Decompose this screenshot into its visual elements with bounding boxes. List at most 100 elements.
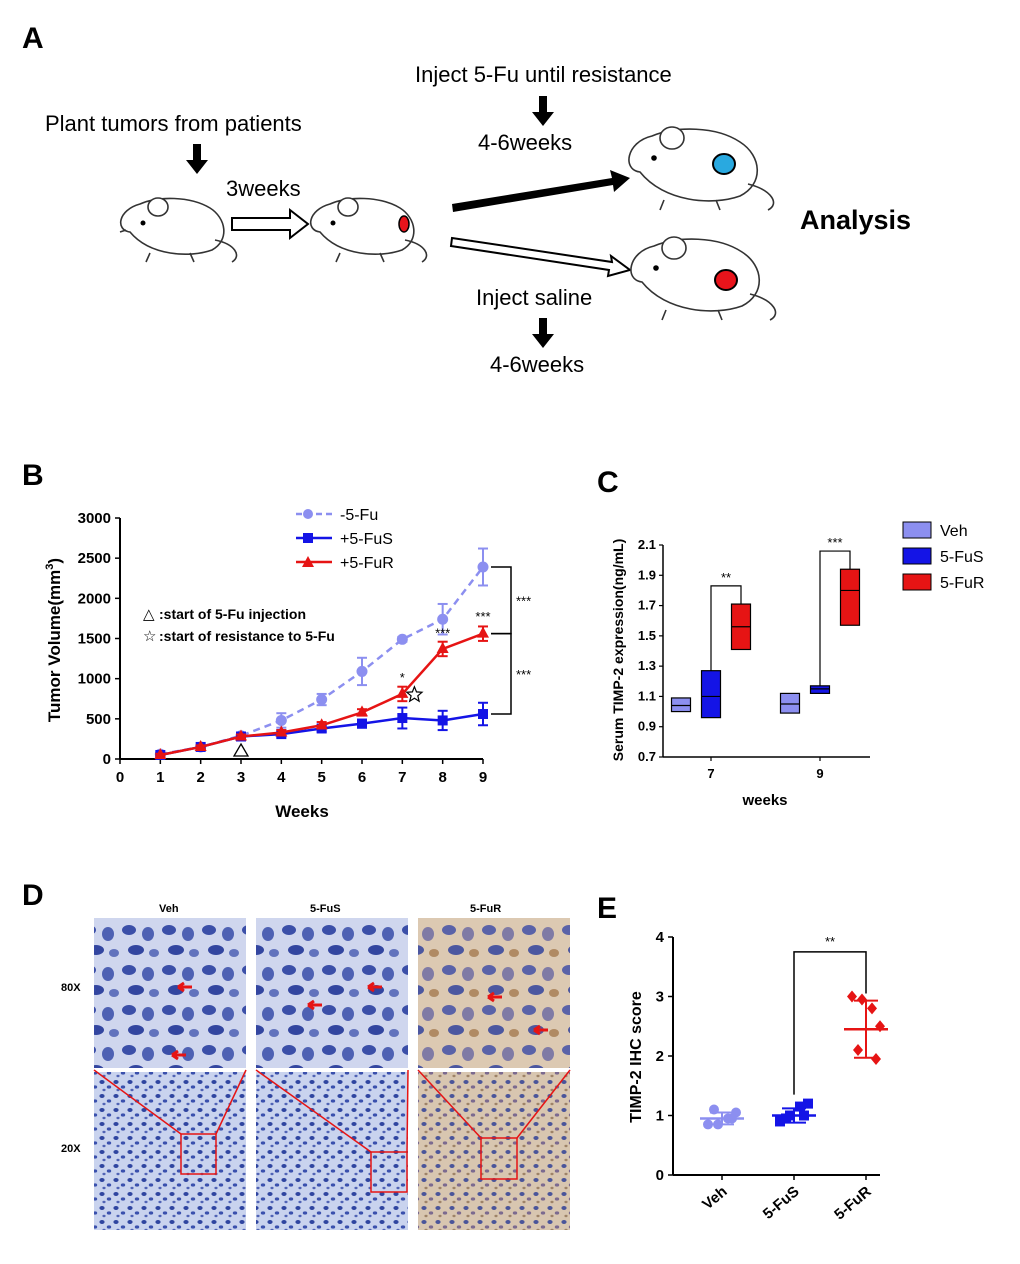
legend-b-series-1: -5-Fu xyxy=(340,507,378,524)
zoom-indicators xyxy=(93,1069,571,1193)
chart-c-y-tick-label: 0.7 xyxy=(638,749,656,764)
note-triangle-text: :start of 5-Fu injection xyxy=(159,606,306,622)
note-star-symbol: ☆ xyxy=(143,627,156,645)
chart-e-point xyxy=(847,990,857,1003)
chart-c-bracket xyxy=(710,585,742,671)
panel-d: D Veh 5-FuS 5-FuR 80X 20X xyxy=(22,879,571,1230)
chart-b-ylabel: Tumor Volume(mm3) xyxy=(44,558,64,722)
chart-b-point xyxy=(477,626,489,638)
chart-b-legend: -5-Fu +5-FuS +5-FuR xyxy=(296,507,394,572)
arrow-5fur-2-icon xyxy=(533,1024,548,1036)
tumor-resistant-icon xyxy=(712,153,736,175)
micro-veh-20x-image xyxy=(94,1072,246,1230)
chart-e-point xyxy=(857,993,867,1006)
chart-c-y-tick-label: 0.9 xyxy=(638,719,656,734)
chart-c-x-tick-label: 9 xyxy=(816,766,823,781)
chart-b-x-tick-label: 0 xyxy=(116,769,124,786)
chart-b-annotation: *** xyxy=(475,609,490,624)
chart-b-x-tick-label: 3 xyxy=(237,769,245,786)
panel-label-c: C xyxy=(597,466,619,499)
mouse-4-icon xyxy=(630,236,777,321)
panel-a: A Plant tumors from patients 3weeks xyxy=(22,22,911,377)
arrow-to-saline-icon xyxy=(449,236,633,278)
chart-b-x-tick-label: 7 xyxy=(398,769,406,786)
chart-b-point xyxy=(275,725,288,737)
chart-b-x-tick-label: 2 xyxy=(196,769,204,786)
chart-e-point xyxy=(853,1044,863,1057)
chart-b-bracket xyxy=(491,566,512,635)
chart-e-y-tick-label: 1 xyxy=(656,1108,664,1125)
chart-e-y-tick-label: 3 xyxy=(656,989,664,1006)
micro-veh-80x-image xyxy=(94,918,246,1068)
tumor-initial-icon xyxy=(398,215,410,233)
chart-c-y-tick-label: 1.3 xyxy=(638,658,656,673)
chart-b-y-tick-label: 1500 xyxy=(78,631,111,648)
chart-c-legend: Veh 5-FuS 5-FuR xyxy=(902,521,984,592)
panel-b: B 0 1 2 3 4 5 6 7 8 9050010001500200025003000****… xyxy=(22,459,531,821)
legend-c-5fus: 5-FuS xyxy=(940,549,984,566)
injection-start-triangle-icon xyxy=(232,742,250,757)
tumor-saline-icon xyxy=(714,269,738,291)
note-triangle-symbol: △ xyxy=(143,605,155,623)
chart-e-y-tick-label: 0 xyxy=(656,1167,664,1184)
chart-e-bracket xyxy=(793,951,867,1095)
chart-b-annotation: * xyxy=(400,670,405,685)
analysis-text: Analysis xyxy=(800,205,911,235)
chart-b-point xyxy=(357,718,367,729)
chart-b-bracket xyxy=(491,632,512,715)
chart-b-point xyxy=(316,694,328,706)
chart-c-y-tick-label: 1.1 xyxy=(638,688,656,703)
legend-b-series-3: +5-FuR xyxy=(340,555,394,572)
arrow-veh-2-icon xyxy=(171,1049,186,1061)
micro-5fus-20x-image xyxy=(256,1072,408,1230)
chart-b-notes: △ :start of 5-Fu injection ☆ :start of r… xyxy=(143,605,335,645)
chart-b-point xyxy=(194,739,207,751)
chart-b-ylabel-main: Tumor Volume(mm xyxy=(45,570,64,722)
panel-e: E 0 1 2 3 4 Veh 5-FuS 5-FuR ** TIMP-2 IHC score xyxy=(597,892,888,1223)
chart-b-x-tick-label: 1 xyxy=(156,769,164,786)
chart-e-point xyxy=(703,1119,713,1130)
chart-b-point xyxy=(356,705,368,717)
legend-b-series-2: +5-FuS xyxy=(340,531,393,548)
chart-b-y-tick-label: 0 xyxy=(103,751,111,768)
down-arrow-2-icon xyxy=(532,96,554,126)
chart-b-point xyxy=(154,747,167,759)
micro-row-20x: 20X xyxy=(61,1143,81,1155)
panel-label-a: A xyxy=(22,22,44,55)
inject-saline-text: Inject saline xyxy=(476,285,592,310)
chart-e-significance: ** xyxy=(825,934,835,949)
chart-b-point xyxy=(478,709,488,720)
serum-timp2-chart: 0.7 0.9 1.1 1.3 1.5 1.7 1.9 2.1 7 ** 9 *** xyxy=(638,535,870,781)
weeks-bottom-text: 4-6weeks xyxy=(490,352,584,377)
chart-b-bracket-label: *** xyxy=(516,667,531,682)
chart-b-x-tick-label: 9 xyxy=(479,769,487,786)
chart-b-x-tick-label: 8 xyxy=(438,769,446,786)
chart-c-box xyxy=(670,697,692,713)
arrow-veh-1-icon xyxy=(177,981,192,993)
chart-b-point xyxy=(396,686,409,698)
mouse-3-icon xyxy=(628,126,775,211)
chart-e-ylabel: TIMP-2 IHC score xyxy=(628,991,645,1123)
chart-e-point xyxy=(803,1098,813,1109)
chart-e-x-tick-label: 5-FuS xyxy=(760,1183,803,1223)
chart-b-y-tick-label: 2000 xyxy=(78,590,111,607)
chart-b-y-tick-label: 1000 xyxy=(78,671,111,688)
chart-e-point xyxy=(867,1002,877,1015)
micro-col-veh: Veh xyxy=(159,903,179,915)
chart-c-y-tick-label: 2.1 xyxy=(638,537,656,552)
chart-b-y-tick-label: 500 xyxy=(86,711,111,728)
micro-row-80x: 80X xyxy=(61,982,81,994)
chart-c-box xyxy=(839,568,861,626)
chart-e-y-tick-label: 4 xyxy=(656,929,665,946)
chart-e-y-tick-label: 2 xyxy=(656,1048,664,1065)
chart-c-box xyxy=(779,692,801,714)
panel-label-d: D xyxy=(22,879,44,912)
chart-b-xlabel: Weeks xyxy=(275,802,329,821)
chart-b-y-tick-label: 3000 xyxy=(78,510,111,527)
weeks-top-text: 4-6weeks xyxy=(478,130,572,155)
three-weeks-text: 3weeks xyxy=(226,176,301,201)
chart-e-point xyxy=(871,1052,881,1065)
legend-c-5fur: 5-FuR xyxy=(940,575,984,592)
micro-col-5fur: 5-FuR xyxy=(470,903,501,915)
